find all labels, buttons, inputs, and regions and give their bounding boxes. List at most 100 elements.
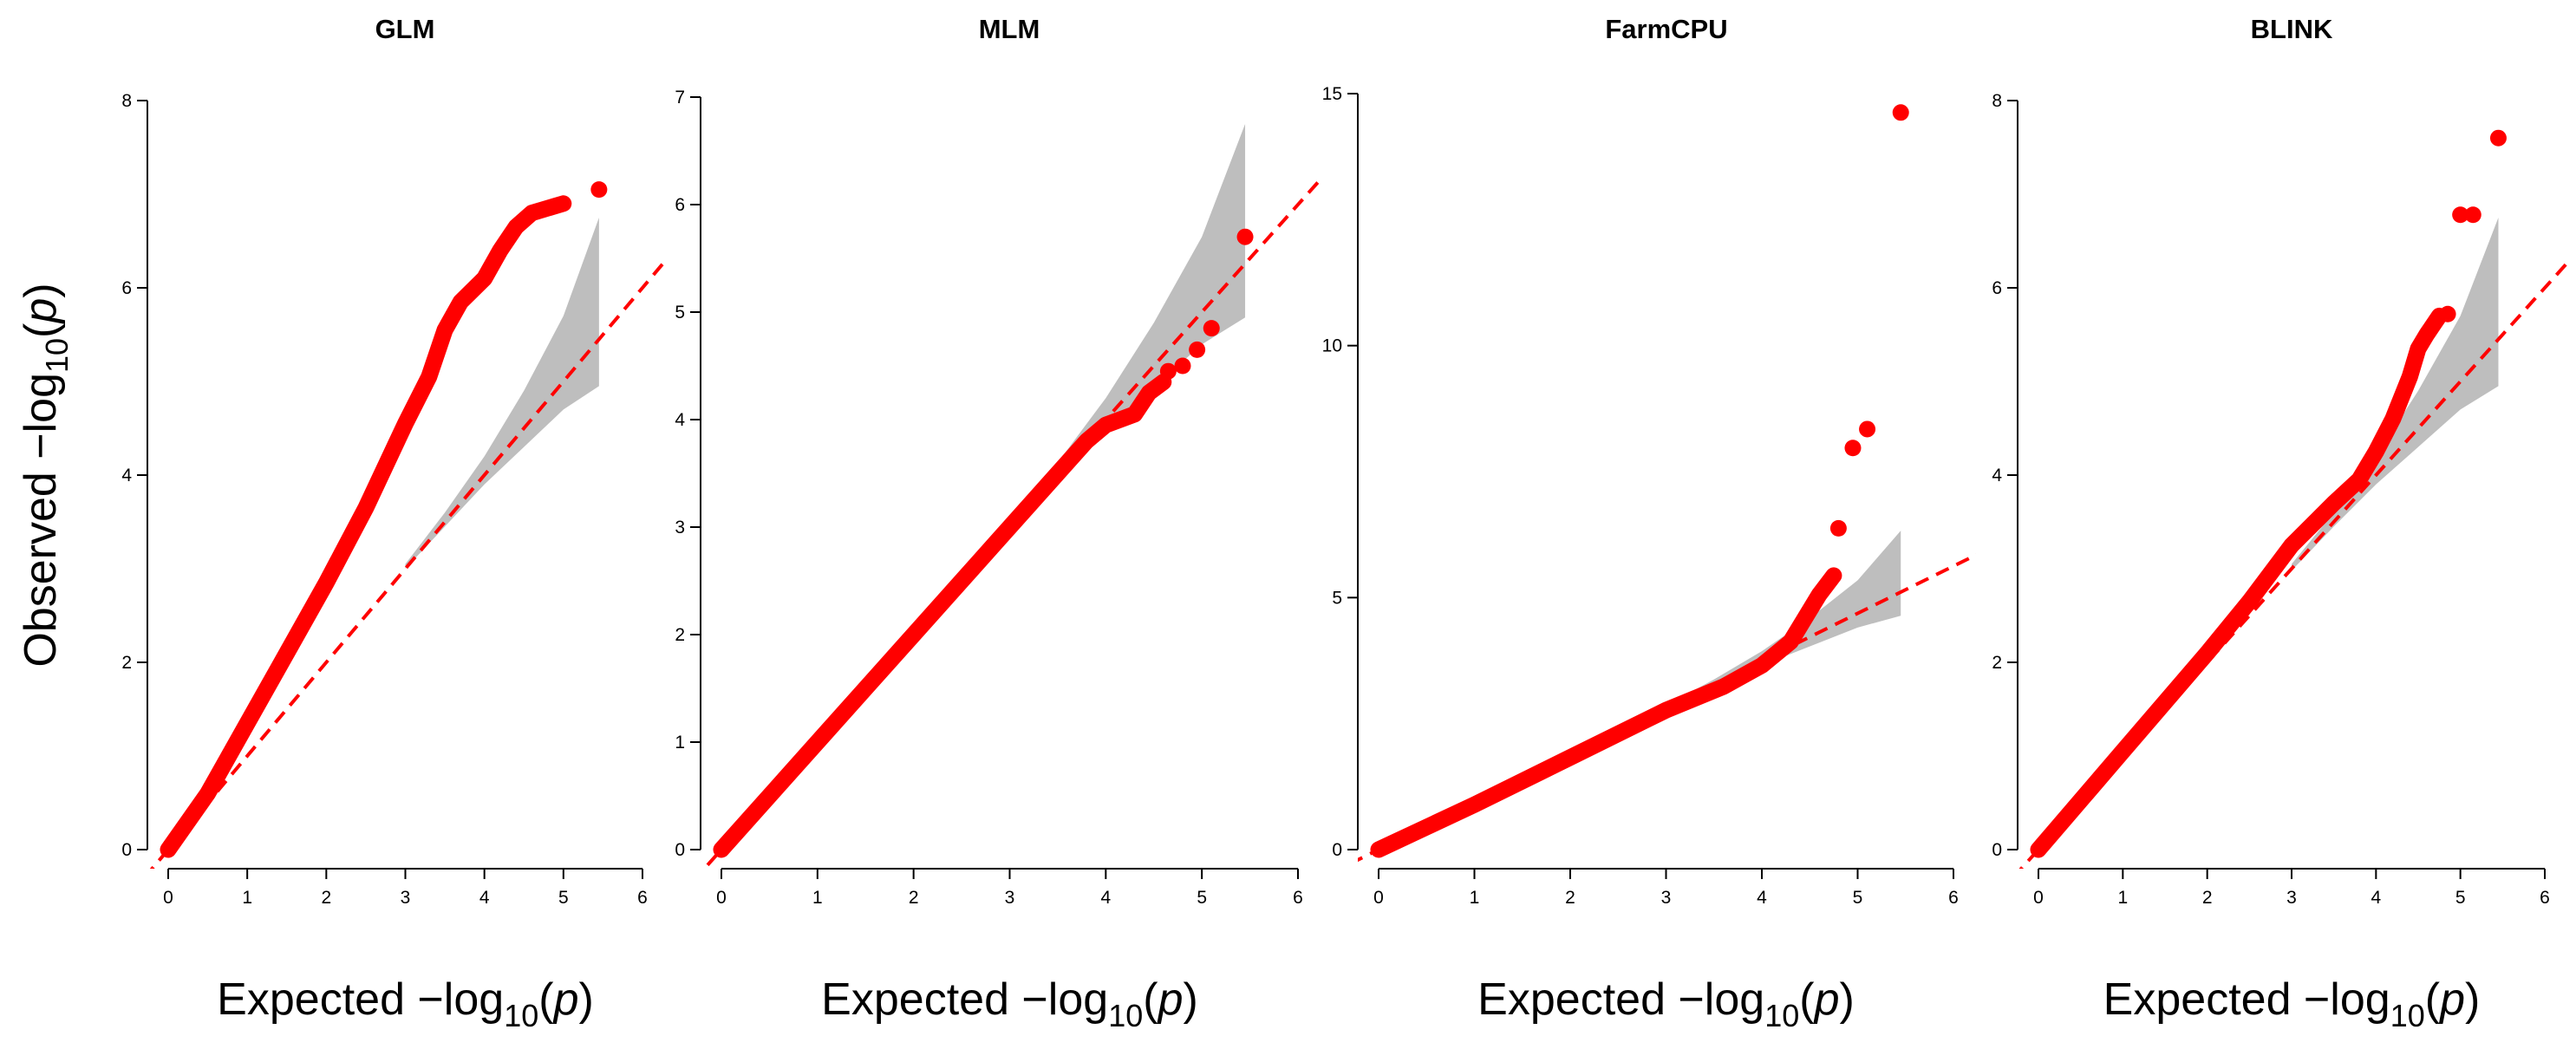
panel-title: BLINK (2251, 14, 2333, 44)
data-point (1892, 104, 1909, 121)
x-tick-label: 2 (1565, 888, 1575, 908)
x-axis-label: Expected −log10(p) (2103, 974, 2481, 1033)
x-axis-label-word: Expected −log (1477, 974, 1764, 1025)
y-tick-label: 0 (675, 840, 685, 860)
x-axis-label-close: ) (579, 974, 594, 1025)
plot-area (149, 181, 665, 869)
y-tick-label: 6 (675, 195, 685, 215)
y-axis-label-subscript: 10 (39, 338, 75, 373)
data-point (1174, 357, 1191, 375)
y-tick-label: 5 (1332, 588, 1342, 608)
x-axis-label-suffix: ( (538, 974, 554, 1025)
data-point (1236, 228, 1254, 245)
y-tick-label: 2 (1992, 653, 2002, 673)
x-tick-label: 0 (1373, 888, 1384, 908)
confidence-band (1009, 124, 1246, 530)
x-axis-label-var: p (1157, 974, 1184, 1025)
y-axis-label-suffix: ( (16, 323, 66, 338)
x-tick-label: 6 (1948, 888, 1959, 908)
data-point (1859, 420, 1876, 438)
x-tick-label: 3 (2286, 888, 2297, 908)
x-axis-label-var: p (552, 974, 579, 1025)
data-point (1844, 440, 1862, 457)
x-axis-label-word: Expected −log (217, 974, 504, 1025)
y-tick-label: 1 (675, 733, 685, 753)
x-tick-label: 5 (1853, 888, 1863, 908)
data-point (590, 181, 608, 199)
x-axis-label-close: ) (2465, 974, 2480, 1025)
panel-title: GLM (375, 14, 435, 44)
y-axis-label: Observed −log10(p) (16, 283, 75, 667)
x-axis-label-close: ) (1184, 974, 1198, 1025)
x-tick-label: 5 (1197, 888, 1207, 908)
y-tick-label: 6 (1992, 278, 2002, 298)
x-tick-label: 3 (1661, 888, 1672, 908)
x-tick-label: 1 (2117, 888, 2128, 908)
y-tick-label: 7 (675, 88, 685, 108)
x-tick-label: 5 (558, 888, 569, 908)
x-axis-label-subscript: 10 (504, 998, 538, 1033)
panel-title: MLM (979, 14, 1040, 44)
observed-trace (713, 374, 1172, 858)
x-axis-label-close: ) (1840, 974, 1855, 1025)
data-point (2464, 206, 2481, 224)
data-point (1159, 362, 1177, 380)
y-tick-label: 0 (1992, 840, 2002, 860)
x-tick-label: 0 (716, 888, 727, 908)
observed-trace (2030, 307, 2448, 858)
x-tick-label: 1 (1470, 888, 1480, 908)
x-axis-label-suffix: ( (1799, 974, 1815, 1025)
x-tick-label: 3 (401, 888, 411, 908)
x-axis-label-suffix: ( (2425, 974, 2441, 1025)
y-tick-label: 2 (121, 653, 132, 673)
x-tick-label: 0 (2033, 888, 2044, 908)
y-tick-label: 4 (1992, 466, 2002, 485)
x-axis-label-subscript: 10 (1108, 998, 1143, 1033)
x-axis-label-subscript: 10 (2390, 998, 2425, 1033)
data-point (1829, 519, 1847, 537)
x-axis-label-word: Expected −log (2103, 974, 2390, 1025)
confidence-band (1666, 531, 1901, 709)
y-tick-label: 8 (1992, 91, 2002, 111)
plot-area (701, 124, 1321, 869)
y-tick-label: 10 (1322, 336, 1342, 356)
x-axis-label: Expected −log10(p) (217, 974, 594, 1033)
qq-panel-blink: 0 2 4 6 8 0 1 2 3 4 5 6 BLINK Expected −log10(p) (1992, 14, 2567, 1033)
y-tick-label: 15 (1322, 84, 1342, 104)
y-tick-label: 3 (675, 518, 685, 538)
x-axis-label: Expected −log10(p) (1477, 974, 1855, 1033)
observed-trace (160, 195, 572, 858)
data-point (2452, 206, 2469, 224)
y-tick-label: 4 (675, 410, 685, 430)
x-axis-label-var: p (2438, 974, 2465, 1025)
x-tick-label: 1 (242, 888, 252, 908)
x-tick-label: 6 (1293, 888, 1303, 908)
x-tick-label: 4 (1757, 888, 1767, 908)
x-tick-label: 2 (321, 888, 331, 908)
confidence-band (405, 218, 599, 569)
x-tick-label: 3 (1005, 888, 1015, 908)
data-point (1189, 341, 1206, 358)
y-axis-label-close: ) (16, 283, 66, 297)
x-tick-label: 2 (909, 888, 919, 908)
x-tick-label: 5 (2455, 888, 2466, 908)
y-tick-label: 2 (675, 625, 685, 645)
x-axis-label: Expected −log10(p) (821, 974, 1198, 1033)
x-tick-label: 2 (2202, 888, 2213, 908)
data-point (1203, 320, 1220, 337)
reference-line (149, 258, 665, 869)
x-axis-label-suffix: ( (1143, 974, 1158, 1025)
y-tick-label: 5 (675, 303, 685, 323)
y-tick-label: 4 (121, 466, 132, 485)
x-tick-label: 6 (2540, 888, 2550, 908)
y-tick-label: 0 (121, 840, 132, 860)
y-tick-label: 6 (121, 278, 132, 298)
x-axis-label-subscript: 10 (1764, 998, 1799, 1033)
data-point (2439, 305, 2456, 323)
x-tick-label: 4 (2371, 888, 2381, 908)
x-axis-label-word: Expected −log (821, 974, 1108, 1025)
data-point (2489, 129, 2507, 147)
